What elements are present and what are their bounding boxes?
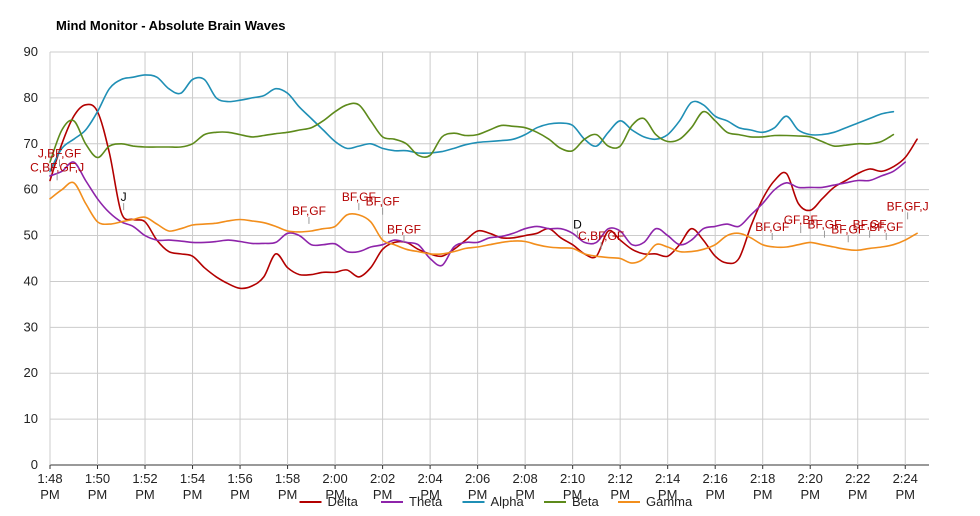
series-line-alpha	[49, 74, 895, 173]
x-tick-label-ampm: PM	[705, 487, 725, 502]
annotation-label: J	[121, 190, 127, 204]
x-tick-label-ampm: PM	[135, 487, 155, 502]
y-tick-label: 40	[24, 273, 38, 288]
x-tick-label-ampm: PM	[420, 487, 440, 502]
x-tick-label-ampm: PM	[88, 487, 108, 502]
x-tick-label-time: 2:02	[370, 471, 395, 486]
x-tick-label-time: 1:48	[37, 471, 62, 486]
annotation-label: D	[573, 218, 582, 232]
x-tick-label-ampm: PM	[373, 487, 393, 502]
x-tick-label-time: 2:20	[798, 471, 823, 486]
series-line-delta	[49, 103, 918, 290]
legend-item-gamma[interactable]: Gamma	[618, 494, 693, 509]
grid	[50, 51, 929, 466]
legend-label: Gamma	[646, 494, 693, 509]
annotation-label: BF,GF	[366, 195, 400, 209]
y-tick-label: 20	[24, 365, 38, 380]
x-grid	[49, 52, 906, 465]
x-tick-label-time: 2:04	[417, 471, 442, 486]
x-tick-label-ampm: PM	[610, 487, 630, 502]
x-tick-label-ampm: PM	[40, 487, 60, 502]
x-tick-label-time: 2:22	[845, 471, 870, 486]
x-tick-label-ampm: PM	[563, 487, 583, 502]
annotation-label: BF,GF	[853, 218, 887, 232]
x-tick-label-time: 2:06	[465, 471, 490, 486]
x-tick-label-ampm: PM	[183, 487, 203, 502]
series-line-beta	[49, 102, 895, 163]
x-tick-label-time: 1:52	[132, 471, 157, 486]
annotation-label: BF,GF	[831, 222, 865, 236]
annotation-label: BF,GF	[387, 222, 421, 236]
x-tick-label-ampm: PM	[278, 487, 298, 502]
legend[interactable]: Delta Theta Alpha Beta Gamma	[299, 494, 694, 509]
y-tick-label: 10	[24, 411, 38, 426]
x-tick-label-time: 2:00	[322, 471, 347, 486]
x-tick-label-time: 1:50	[85, 471, 110, 486]
x-tick-label-ampm: PM	[800, 487, 820, 502]
x-tick-label-time: 2:16	[703, 471, 728, 486]
annotation-label: GF,BF	[784, 213, 818, 227]
x-tick-label-ampm: PM	[753, 487, 773, 502]
y-tick-label: 50	[24, 228, 38, 243]
annotation-label: J,BF,GF	[38, 147, 81, 161]
annotation-label: BF,GF	[869, 220, 903, 234]
legend-label: Theta	[409, 494, 443, 509]
x-tick-label-time: 2:10	[560, 471, 585, 486]
y-tick-label: 80	[24, 90, 38, 105]
legend-label: Delta	[328, 494, 359, 509]
annotation-label: BF,GF	[807, 218, 841, 232]
x-tick-label-ampm: PM	[848, 487, 868, 502]
x-tick-label-ampm: PM	[658, 487, 678, 502]
axes: 01020304050607080901:48PM1:50PM1:52PM1:5…	[24, 44, 918, 502]
x-tick-label-time: 1:56	[227, 471, 252, 486]
y-tick-label: 90	[24, 44, 38, 59]
x-tick-label-time: 1:54	[180, 471, 205, 486]
series-line-gamma	[49, 181, 918, 264]
y-tick-label: 60	[24, 182, 38, 197]
annotation-label: C,BF,GF,J	[30, 160, 84, 174]
annotation-label: BF,GF	[292, 204, 326, 218]
annotation-label: BF,GF,J	[887, 199, 929, 213]
annotation-label: BF,GF	[755, 220, 789, 234]
legend-item-alpha[interactable]: Alpha	[462, 494, 525, 509]
legend-label: Beta	[572, 494, 600, 509]
annotation-label: C,BF,GF	[578, 229, 624, 243]
series-lines	[49, 74, 918, 290]
x-tick-label-time: 1:58	[275, 471, 300, 486]
x-tick-label-ampm: PM	[468, 487, 488, 502]
x-tick-label-time: 2:14	[655, 471, 680, 486]
series-line-theta	[49, 161, 906, 267]
chart-title: Mind Monitor - Absolute Brain Waves	[56, 18, 285, 33]
y-tick-label: 70	[24, 136, 38, 151]
x-tick-label-time: 2:12	[608, 471, 633, 486]
legend-item-beta[interactable]: Beta	[544, 494, 600, 509]
x-tick-label-ampm: PM	[230, 487, 250, 502]
legend-item-theta[interactable]: Theta	[381, 494, 443, 509]
legend-label: Alpha	[491, 494, 525, 509]
legend-item-delta[interactable]: Delta	[299, 494, 359, 509]
y-tick-label: 0	[31, 457, 38, 472]
x-tick-label-time: 2:08	[512, 471, 537, 486]
y-tick-label: 30	[24, 319, 38, 334]
x-tick-label-ampm: PM	[895, 487, 915, 502]
x-tick-label-time: 2:18	[750, 471, 775, 486]
x-tick-label-ampm: PM	[515, 487, 535, 502]
x-tick-label-time: 2:24	[893, 471, 918, 486]
x-tick-label-ampm: PM	[325, 487, 345, 502]
annotation-label: BF,GF	[342, 190, 376, 204]
